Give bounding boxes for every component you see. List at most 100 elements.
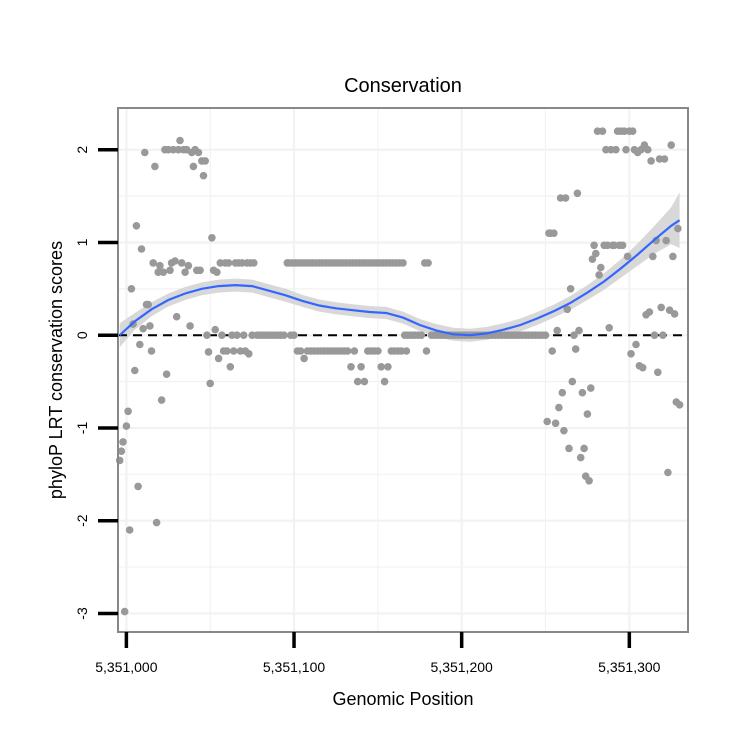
- data-point: [543, 417, 551, 426]
- data-point: [541, 331, 550, 340]
- data-point: [176, 136, 184, 145]
- data-point: [674, 224, 682, 233]
- data-point: [580, 444, 588, 453]
- data-point: [224, 259, 233, 267]
- data-point: [134, 482, 142, 491]
- y-tick-label: -2: [74, 514, 90, 527]
- y-tick-label: 1: [74, 238, 90, 246]
- data-point: [555, 403, 563, 412]
- data-point: [667, 141, 675, 149]
- data-point: [550, 229, 558, 237]
- data-point: [132, 222, 141, 230]
- data-point: [561, 194, 570, 202]
- y-tick-label: 2: [74, 146, 90, 154]
- data-point: [201, 157, 209, 165]
- data-point: [213, 268, 221, 277]
- x-tick-label: 5,351,100: [263, 659, 325, 675]
- smooth-fit-line: [118, 219, 681, 337]
- data-point: [374, 347, 382, 355]
- data-point: [568, 377, 577, 386]
- plot-title-group: Conservation: [344, 75, 462, 97]
- data-point: [120, 607, 129, 616]
- x-tick-label: 5,351,000: [95, 659, 157, 675]
- data-point: [125, 526, 134, 534]
- data-point: [377, 363, 386, 371]
- data-point: [563, 305, 572, 314]
- data-point: [644, 145, 652, 154]
- data-point: [595, 271, 603, 279]
- data-point: [147, 347, 156, 355]
- data-point: [627, 350, 635, 358]
- data-point: [239, 331, 248, 340]
- data-point: [598, 127, 607, 135]
- data-point: [250, 259, 258, 267]
- data-point: [417, 331, 426, 340]
- data-point: [576, 453, 585, 462]
- data-point: [152, 518, 161, 527]
- data-point: [384, 363, 392, 371]
- data-point: [208, 234, 216, 242]
- data-point: [137, 245, 146, 253]
- data-point: [571, 345, 580, 353]
- data-point: [587, 384, 595, 392]
- data-point: [654, 368, 662, 377]
- data-point: [127, 285, 136, 293]
- data-point: [223, 347, 231, 355]
- data-point: [214, 354, 223, 363]
- data-point: [204, 348, 213, 356]
- data-point: [343, 347, 352, 355]
- data-point: [141, 148, 149, 157]
- data-point: [347, 363, 355, 371]
- y-tick-label: 0: [74, 331, 90, 339]
- data-point: [399, 259, 407, 267]
- data-point: [296, 347, 305, 355]
- data-point: [618, 241, 627, 250]
- data-point: [573, 189, 582, 198]
- data-point: [218, 331, 226, 340]
- data-point: [186, 322, 194, 330]
- data-point: [553, 326, 561, 335]
- plot-panel-background: [118, 108, 688, 632]
- y-axis-label: phyloP LRT conservation scores: [46, 241, 66, 499]
- data-point: [649, 252, 657, 261]
- data-point: [638, 363, 647, 372]
- data-point: [632, 340, 640, 349]
- y-tick-label: -3: [74, 607, 90, 620]
- data-point: [592, 249, 600, 258]
- x-axis-label: Genomic Position: [332, 689, 473, 709]
- data-point: [578, 388, 587, 397]
- data-point: [159, 268, 168, 277]
- data-point: [157, 396, 166, 404]
- data-point: [660, 155, 669, 163]
- data-point: [300, 354, 308, 363]
- data-point: [551, 419, 560, 428]
- data-point: [146, 322, 154, 330]
- data-point: [623, 252, 632, 261]
- data-point: [280, 331, 288, 340]
- data-point: [657, 303, 665, 312]
- data-point: [226, 363, 235, 371]
- data-point: [360, 377, 369, 386]
- data-point: [194, 148, 203, 157]
- points-layer: [115, 127, 684, 616]
- data-point: [664, 468, 672, 477]
- data-point: [203, 331, 211, 340]
- x-axis: 5,351,000 5,351,100 5,351,200 5,351,300: [95, 632, 661, 675]
- data-point: [670, 310, 679, 318]
- data-point: [575, 326, 583, 335]
- data-point: [622, 145, 630, 154]
- data-point: [144, 300, 152, 309]
- data-point: [570, 331, 578, 340]
- data-point: [290, 331, 298, 340]
- data-point: [233, 331, 241, 340]
- y-axis: 2 1 0 -1 -2 -3: [74, 146, 118, 620]
- data-point: [662, 236, 670, 245]
- data-point: [136, 340, 144, 349]
- data-point: [196, 266, 204, 275]
- data-point: [659, 331, 667, 340]
- data-point: [424, 259, 432, 267]
- smooth-line-layer: [118, 219, 681, 337]
- plot-panel-border: [117, 107, 689, 633]
